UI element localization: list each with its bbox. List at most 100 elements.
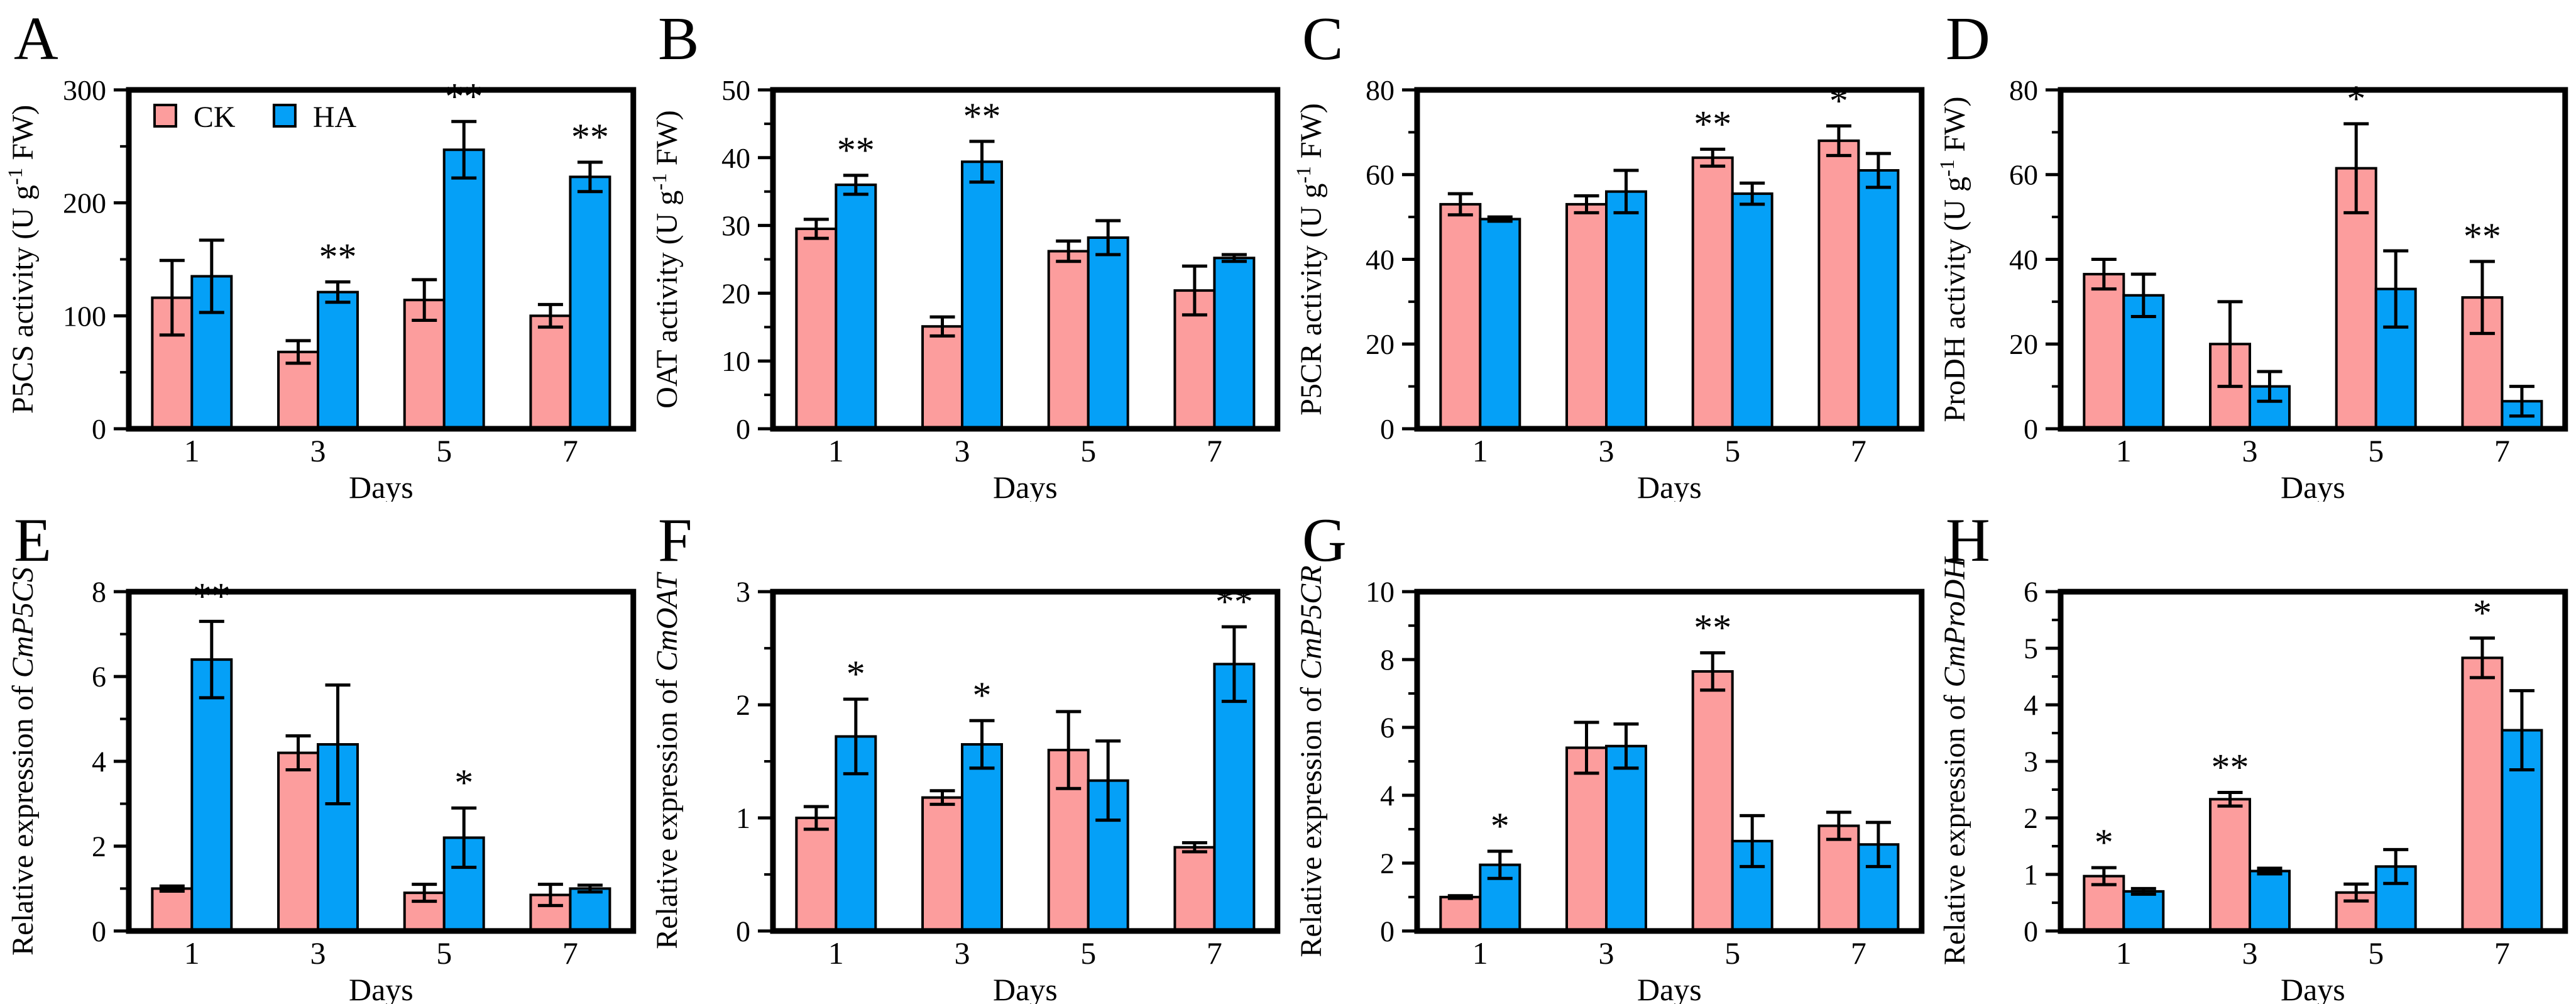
y-tick-label: 0: [92, 413, 106, 445]
errorbar-ck-day1: [2091, 866, 2117, 886]
bar-ha-day3: [1604, 744, 1647, 932]
y-tick-label: 8: [92, 576, 106, 608]
x-tick-label: 1: [1472, 433, 1488, 468]
errorbar-ck-day3: [1574, 720, 1599, 775]
panel-letter: C: [1302, 5, 1342, 73]
y-axis-title: ProDH activity (U g-1 FW): [1936, 97, 1971, 422]
x-tick-label: 3: [954, 935, 970, 971]
y-tick-label: 6: [2024, 576, 2038, 608]
x-tick-label: 5: [1724, 935, 1740, 971]
panel-letter: B: [658, 5, 699, 73]
errorbar-ha-day5: [2383, 847, 2409, 885]
y-axis: 0 20 40 60 80: [2009, 74, 2060, 445]
bar-ck-day5: [1691, 156, 1734, 431]
errorbar-ha-day3: [325, 683, 351, 805]
y-tick-label: 2: [2024, 802, 2038, 834]
x-tick-label: 7: [562, 935, 578, 971]
legend: CK HA: [153, 101, 357, 134]
bar-ck-day7: [2461, 656, 2504, 932]
bar-ha-day3: [960, 743, 1003, 932]
plot-box: [1413, 87, 1924, 432]
y-tick-label: 40: [1365, 243, 1394, 275]
y-tick-label: 100: [63, 300, 106, 332]
x-axis: 1 3 5 7 Days: [184, 935, 578, 1004]
errorbar-ck-day5: [2343, 122, 2369, 214]
y-tick-label: 0: [736, 915, 750, 947]
panel-C: C P5CR activity (U g-1 FW) 0 20 40 60 80 1 3 5 7 Da…: [1288, 0, 1932, 502]
errorbar-ha-day1: [843, 174, 869, 196]
x-tick-label: 5: [2368, 433, 2384, 468]
errorbar-ha-day5: [1095, 739, 1121, 822]
x-tick-label: 7: [2494, 433, 2510, 468]
errorbar-ha-day3: [969, 719, 995, 770]
x-tick-label: 7: [1207, 433, 1222, 468]
x-axis-title: Days: [993, 972, 1058, 1004]
errorbar-ck-day7: [537, 302, 563, 329]
bars: [1439, 651, 1899, 932]
bar-ha-day7: [569, 887, 611, 932]
errorbar-ha-day7: [1221, 625, 1247, 703]
y-tick-label: 0: [2024, 413, 2038, 445]
x-tick-label: 1: [2116, 433, 2132, 468]
y-axis-title: P5CS activity (U g-1 FW): [4, 105, 40, 414]
x-tick-label: 7: [1850, 935, 1866, 971]
errorbar-ck-day7: [537, 883, 563, 907]
bar-ck-day3: [1565, 202, 1608, 430]
sig-marker-ha-day3: **: [319, 236, 357, 277]
x-axis-title: Days: [349, 470, 414, 502]
y-tick-label: 200: [63, 187, 106, 219]
bar-ha-day1: [835, 183, 877, 430]
errorbar-ha-day7: [2509, 689, 2535, 772]
errorbar-ck-day1: [2091, 258, 2117, 291]
x-tick-label: 5: [436, 433, 452, 468]
bar-ck-day3: [921, 325, 963, 430]
x-axis-title: Days: [1636, 972, 1701, 1004]
errorbar-ck-day5: [2343, 882, 2369, 903]
y-axis-title: OAT activity (U g-1 FW): [649, 110, 684, 408]
y-tick-label: 5: [2024, 632, 2038, 665]
bar-ha-day3: [1604, 190, 1647, 430]
y-tick-label: 6: [92, 661, 106, 693]
bar-ha-day7: [569, 175, 611, 430]
errorbar-ck-day3: [2217, 790, 2243, 808]
bar-ck-day1: [151, 887, 194, 932]
x-tick-label: 1: [828, 433, 844, 468]
sig-marker-ha-day3: *: [972, 675, 991, 716]
x-axis-title: Days: [2281, 972, 2345, 1004]
x-axis-title: Days: [993, 470, 1058, 502]
x-tick-label: 3: [2242, 433, 2258, 468]
panel-D: D ProDH activity (U g-1 FW) 0 20 40 60 80 1 3 5 7 D…: [1932, 0, 2576, 502]
errorbar-ha-day5: [451, 119, 477, 180]
sig-marker-ck-day1: *: [2095, 822, 2113, 863]
y-axis-title: Relative expression of CmP5CS: [6, 567, 40, 956]
y-axis: 0 1 2 3: [736, 576, 772, 947]
x-axis-title: Days: [2281, 470, 2345, 502]
y-axis: 0 10 20 30 40 50: [721, 74, 772, 445]
x-tick-label: 1: [184, 433, 200, 468]
x-axis: 1 3 5 7 Days: [2116, 935, 2510, 1004]
errorbar-ck-day3: [929, 789, 955, 806]
x-tick-label: 3: [2242, 935, 2258, 971]
y-tick-label: 0: [92, 915, 106, 947]
errorbar-ha-day3: [325, 280, 351, 304]
sig-marker-ha-day3: **: [963, 96, 1000, 137]
y-tick-label: 4: [1379, 780, 1394, 812]
sig-marker-ck-day7: *: [1829, 80, 1848, 121]
errorbar-ha-day7: [2509, 385, 2535, 418]
bar-ha-day1: [1478, 218, 1521, 430]
errorbar-ck-day7: [1826, 124, 1851, 157]
y-tick-label: 4: [2024, 689, 2038, 721]
errorbar-ha-day1: [199, 238, 224, 314]
bar-ck-day1: [1439, 202, 1481, 430]
bars: [2083, 122, 2543, 431]
errorbar-ha-day1: [2131, 886, 2157, 896]
errorbar-ha-day3: [1613, 168, 1638, 214]
sig-marker-ha-day1: **: [193, 575, 231, 617]
plot-box: [1413, 588, 1924, 934]
panel-letter: D: [1946, 5, 1990, 73]
sig-marker-ha-day5: **: [445, 75, 483, 117]
bars: [151, 619, 611, 932]
x-tick-label: 5: [1080, 433, 1096, 468]
